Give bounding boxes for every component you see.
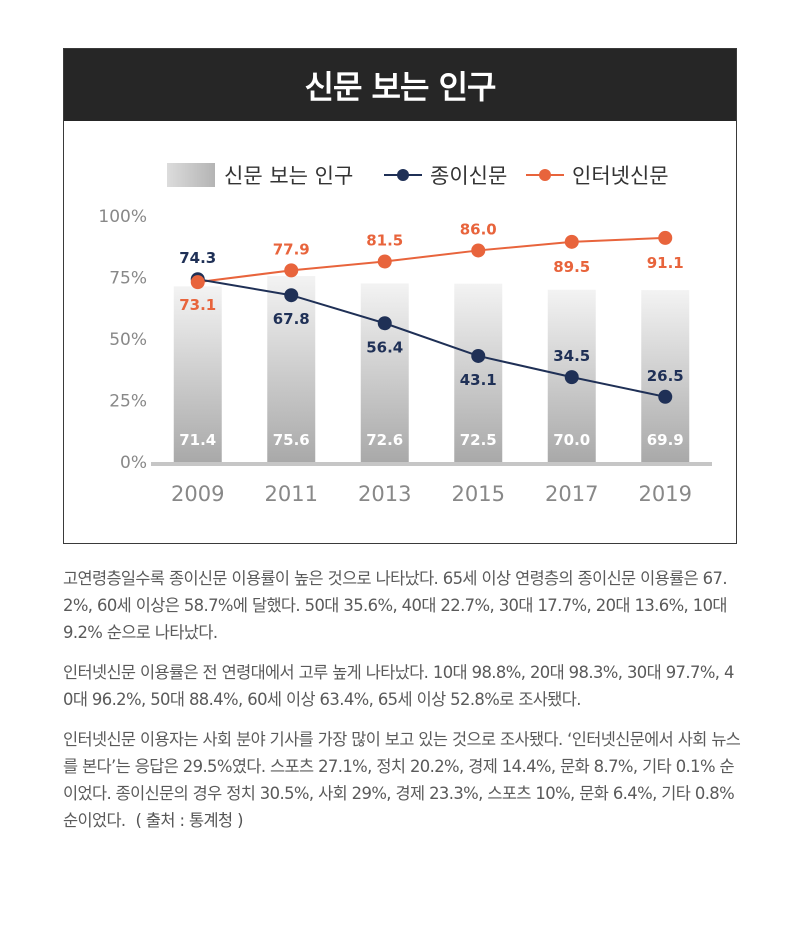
paragraph-2: 인터넷신문 이용률은 전 연령대에서 고루 높게 나타났다. 10대 98.8%… <box>63 663 734 709</box>
paper-point <box>658 389 673 404</box>
paper-value-label: 67.8 <box>273 310 310 328</box>
body-text: 고연령층일수록 종이신문 이용률이 높은 것으로 나타났다. 65세 이상 연령… <box>63 565 743 847</box>
legend-label-paper: 종이신문 <box>430 164 507 188</box>
paper-value-label: 34.5 <box>553 347 590 365</box>
paper-point <box>564 370 579 385</box>
paper-value-label: 74.3 <box>179 249 216 267</box>
x-tick-label: 2013 <box>358 482 411 506</box>
source-note: ( 출처 : 통계청 ) <box>135 811 244 830</box>
paper-value-label: 56.4 <box>366 338 403 356</box>
bar <box>267 276 316 462</box>
bar-value-label: 72.5 <box>460 431 497 449</box>
y-tick-label: 0% <box>120 453 147 473</box>
x-tick-label: 2017 <box>545 482 598 506</box>
paper-value-label: 43.1 <box>460 371 497 389</box>
x-tick-label: 2019 <box>639 482 692 506</box>
paper-point <box>471 348 486 363</box>
chart-title: 신문 보는 인구 <box>304 68 497 106</box>
x-tick-label: 2015 <box>452 482 505 506</box>
internet-point <box>564 234 579 249</box>
bar-value-label: 70.0 <box>553 431 590 449</box>
internet-value-label: 89.5 <box>553 258 590 276</box>
chart-svg: 신문 보는 인구 종이신문 인터넷신문 0% 25% 50% 75% 100% 71.4 75.6… <box>98 163 712 506</box>
paper-line <box>197 278 666 398</box>
y-tick-label: 100% <box>98 207 147 227</box>
internet-value-label: 73.1 <box>179 296 216 314</box>
legend-paper-marker <box>397 169 409 181</box>
bar <box>454 283 503 462</box>
legend-label-internet: 인터넷신문 <box>572 164 669 188</box>
bar <box>360 283 409 462</box>
internet-value-label: 86.0 <box>460 220 497 238</box>
bar <box>641 290 690 462</box>
bar-value-label: 71.4 <box>179 431 216 449</box>
bar-value-label: 69.9 <box>647 431 684 449</box>
legend-label-bar: 신문 보는 인구 <box>224 164 353 188</box>
y-tick-label: 50% <box>109 330 147 350</box>
paper-point <box>377 316 392 331</box>
internet-line <box>197 236 666 284</box>
paper-value-label: 26.5 <box>647 367 684 385</box>
x-tick-label: 2009 <box>171 482 224 506</box>
internet-point <box>190 275 205 290</box>
legend-bar-swatch <box>167 163 215 187</box>
y-tick-label: 25% <box>109 392 147 412</box>
internet-value-label: 77.9 <box>273 240 310 258</box>
paragraph-1: 고연령층일수록 종이신문 이용률이 높은 것으로 나타났다. 65세 이상 연령… <box>63 569 728 642</box>
legend-internet-marker <box>539 169 551 181</box>
internet-point <box>377 254 392 269</box>
x-tick-label: 2011 <box>265 482 318 506</box>
chart-card: 신문 보는 인구 신문 보는 인구 종이신문 인터넷신문 0% 25% 50% 75% 100… <box>63 48 737 544</box>
chart-header: 신문 보는 인구 <box>64 49 736 121</box>
y-tick-label: 75% <box>109 269 147 289</box>
internet-point <box>471 243 486 258</box>
paragraph-3: 인터넷신문 이용자는 사회 분야 기사를 가장 많이 보고 있는 것으로 조사됐… <box>63 726 743 834</box>
internet-value-label: 91.1 <box>647 254 684 272</box>
paper-point <box>284 288 299 303</box>
internet-value-label: 81.5 <box>366 232 403 250</box>
internet-point <box>284 263 299 278</box>
internet-point <box>658 230 673 245</box>
bar <box>173 286 222 462</box>
paragraph-3-text: 인터넷신문 이용자는 사회 분야 기사를 가장 많이 보고 있는 것으로 조사됐… <box>63 730 741 830</box>
bar-value-label: 75.6 <box>273 431 310 449</box>
bar-value-label: 72.6 <box>366 431 403 449</box>
x-axis-baseline <box>151 462 712 466</box>
